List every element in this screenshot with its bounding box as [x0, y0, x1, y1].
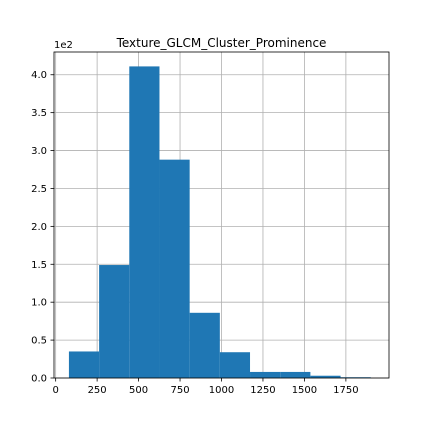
y-tick-label: 2.5: [31, 184, 47, 195]
y-tick-label: 1.0: [31, 298, 47, 309]
histogram-bar: [250, 371, 281, 378]
axis-ticks: 0 250 500 750 1000 1250 1500 1750 0.0 0.5 1.0 1.5 2.…: [31, 70, 359, 396]
y-tick-label: 4.0: [31, 70, 47, 81]
x-tick-label: 1000: [209, 385, 234, 396]
y-tick-label: 3.0: [31, 146, 47, 157]
x-tick-label: 250: [88, 385, 107, 396]
x-tick-label: 1750: [333, 385, 358, 396]
histogram-bar: [129, 66, 160, 378]
histogram-bar: [159, 159, 190, 378]
x-tick-label: 750: [170, 385, 189, 396]
chart-title: Texture_GLCM_Cluster_Prominence: [116, 36, 327, 50]
histogram-bar: [68, 351, 100, 378]
x-tick-label: 500: [129, 385, 148, 396]
histogram-bar: [280, 371, 311, 378]
x-tick-label: 0: [52, 385, 58, 396]
x-tick-label: 1500: [292, 385, 317, 396]
y-tick-label: 3.5: [31, 108, 47, 119]
y-tick-label: 0.5: [31, 336, 47, 347]
y-tick-label: 1.5: [31, 260, 47, 271]
y-tick-label: 0.0: [31, 374, 47, 385]
histogram-bar: [99, 265, 130, 378]
x-tick-label: 1250: [250, 385, 275, 396]
histogram-bars: [68, 66, 371, 378]
y-axis-offset-label: 1e2: [54, 40, 73, 51]
histogram-bar: [189, 312, 220, 378]
histogram-bar: [219, 352, 251, 378]
y-tick-label: 2.0: [31, 222, 47, 233]
histogram-bar: [310, 375, 341, 378]
